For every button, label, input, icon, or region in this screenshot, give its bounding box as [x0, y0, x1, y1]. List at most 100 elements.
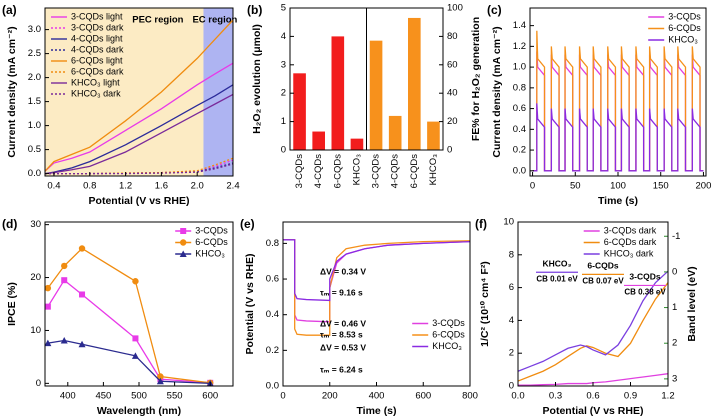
x-tick-label: 0.6 [586, 391, 599, 402]
series-line [44, 19, 234, 172]
series-line [47, 247, 211, 384]
plot-frame [517, 221, 669, 387]
legend-label: 3-CQDs [195, 225, 228, 235]
y-tick-label: 0.5 [28, 144, 41, 155]
legend-label: KHCO₃ light [71, 77, 120, 87]
x-tick-label: 600 [202, 391, 218, 402]
cb-label: 3-CQDs [629, 272, 660, 282]
marker [79, 291, 86, 298]
y-tick-label: 0.0 [28, 168, 41, 179]
x-axis-label: Potential (V vs RHE) [543, 405, 644, 417]
y2-axis-label: Band level (eV) [686, 266, 698, 341]
y-tick-label: 0.8 [513, 82, 526, 93]
legend-label: 4-CQDs dark [71, 44, 124, 54]
x-tick-label: 2.4 [226, 181, 239, 192]
bar [427, 121, 440, 150]
legend-label: 6-CQDs dark [604, 237, 657, 247]
panel-label: (d) [2, 217, 17, 231]
y-tick-label: 2 [281, 88, 286, 99]
y2-tick-label: 3 [672, 373, 677, 384]
x-tick-label: 0.4 [47, 181, 60, 192]
y-tick-label: 3 [281, 59, 286, 70]
series-line [283, 239, 471, 302]
y-tick-label: 0.2 [266, 345, 279, 356]
x-tick-label: 50 [570, 181, 581, 192]
series-line [517, 282, 669, 382]
y2-tick-label: 0 [447, 145, 452, 156]
region [203, 8, 233, 176]
x-tick-label: 450 [95, 391, 111, 402]
marker [61, 277, 68, 284]
series-line [44, 93, 234, 175]
y-tick-label: 1.2 [513, 41, 526, 52]
y2-tick-label: 80 [447, 31, 458, 42]
plot-frame [289, 7, 444, 151]
x-tick-label: 0.8 [83, 181, 96, 192]
bar [331, 36, 345, 150]
legend-label: 3-CQDs dark [71, 22, 124, 32]
y-tick-label: 0 [509, 381, 514, 392]
x-tick-label: 6-CQDs [409, 154, 420, 189]
y2-tick-label: 20 [447, 116, 458, 127]
x-tick-label: KHCO₃ [428, 154, 439, 185]
x-tick-label: 0.9 [624, 391, 637, 402]
y-axis-label: Potential (V vs RHE) [244, 254, 256, 355]
legend-label: 6-CQDs [195, 237, 228, 247]
plot-frame [44, 221, 234, 387]
panel-label: (f) [475, 217, 487, 231]
y2-axis-label: FE% for H₂O₂ generation [470, 17, 482, 141]
bar [369, 40, 383, 150]
bar [350, 138, 364, 150]
legend-label: 6-CQDs [432, 329, 465, 339]
x-tick-label: 4-CQDs [313, 154, 324, 189]
y-tick-label: 3.0 [28, 24, 41, 35]
y-tick-label: 0.6 [513, 103, 526, 114]
panel-label: (c) [487, 3, 502, 17]
x-tick-label: 150 [653, 181, 669, 192]
x-tick-label: 1.2 [119, 181, 132, 192]
y-axis-label: IPCE (%) [6, 282, 18, 326]
x-tick-label: 2.0 [191, 181, 204, 192]
x-tick-label: 200 [322, 391, 338, 402]
marker [44, 339, 52, 347]
y-tick-label: 6 [509, 282, 514, 293]
y2-tick-label: 40 [447, 88, 458, 99]
series-line [47, 279, 211, 384]
y-tick-label: 4 [509, 315, 514, 326]
x-tick-label: 200 [696, 181, 712, 192]
y2-tick-label: 0 [672, 266, 677, 277]
legend-label: 6-CQDs dark [71, 66, 124, 76]
bar [293, 73, 306, 150]
y-tick-label: 0.4 [513, 124, 526, 135]
y-tick-label: 1.0 [513, 62, 526, 73]
annotation: ΔV = 0.34 V [320, 266, 366, 276]
series-line [283, 239, 471, 323]
y-tick-label: 1.5 [28, 96, 41, 107]
y-tick-label: 30 [30, 219, 41, 230]
cb-value-label: CB 0.01 eV [536, 274, 578, 283]
legend-label: KHCO₃ [668, 34, 698, 44]
y-tick-label: 0.8 [266, 238, 279, 249]
bar [408, 17, 421, 150]
legend-label: KHCO₃ dark [604, 248, 654, 258]
series-line [532, 103, 704, 172]
x-tick-label: 550 [167, 391, 183, 402]
series-line [518, 373, 669, 386]
plot-frame [282, 221, 471, 387]
marker [78, 245, 86, 252]
legend-label: 3-CQDs dark [604, 225, 657, 235]
x-tick-label: 1.2 [661, 391, 674, 402]
y-axis-label: 1/C² (10¹⁰ cm⁴ F²) [479, 261, 491, 347]
x-tick-label: 0 [530, 181, 535, 192]
y-tick-label: 4 [281, 31, 286, 42]
bar [388, 115, 402, 150]
legend-label: 3-CQDs light [71, 11, 123, 21]
y2-tick-label: 100 [447, 3, 463, 14]
x-tick-label: 6-CQDs [332, 154, 343, 189]
x-tick-label: KHCO₃ [351, 154, 362, 185]
marker [157, 373, 164, 380]
legend-marker [180, 239, 187, 246]
marker [132, 335, 139, 342]
legend-marker [179, 250, 187, 257]
series-line [44, 62, 234, 172]
